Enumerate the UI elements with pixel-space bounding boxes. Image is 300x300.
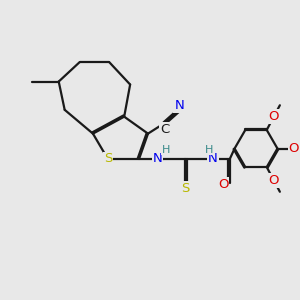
Text: O: O <box>269 110 279 123</box>
Text: O: O <box>269 174 279 187</box>
Text: O: O <box>289 142 299 155</box>
Text: H: H <box>205 145 214 155</box>
Text: H: H <box>162 145 170 155</box>
Text: C: C <box>160 123 170 136</box>
Text: N: N <box>174 99 184 112</box>
Text: S: S <box>103 152 112 165</box>
Text: S: S <box>181 182 189 195</box>
Text: N: N <box>153 152 162 165</box>
Text: O: O <box>218 178 229 191</box>
Text: N: N <box>208 152 218 165</box>
